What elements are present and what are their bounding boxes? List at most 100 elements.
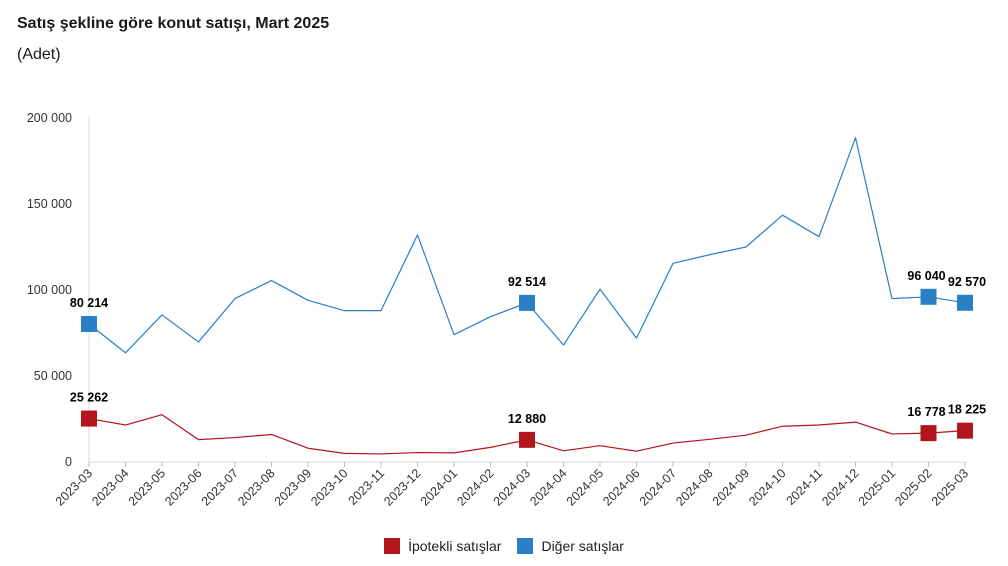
x-tick-label: 2024-04: [527, 466, 569, 508]
legend-label-diger: Diğer satışlar: [541, 538, 624, 554]
x-tick-label: 2024-06: [600, 466, 642, 508]
y-tick-label: 150 000: [27, 197, 72, 211]
y-tick-label: 0: [65, 455, 72, 469]
x-tick-label: 2024-11: [783, 466, 825, 508]
series-0-marker: [957, 422, 973, 439]
series-0-point: [379, 452, 383, 456]
series-0-point: [306, 446, 310, 450]
x-tick-label: 2023-08: [235, 466, 277, 508]
y-tick-label: 200 000: [27, 111, 72, 125]
data-label: 18 225: [948, 403, 986, 417]
x-tick-label: 2023-10: [308, 466, 350, 508]
series-1-point: [562, 343, 566, 347]
series-0-point: [160, 413, 164, 417]
series-1-point: [489, 315, 493, 319]
series-1-point: [197, 340, 201, 344]
x-tick-label: 2024-10: [746, 466, 788, 508]
series-1-point: [635, 336, 639, 340]
series-0-point: [890, 432, 894, 436]
x-tick-label: 2024-07: [637, 466, 679, 508]
legend-swatch-diger: [517, 538, 534, 554]
x-tick-label: 2023-05: [126, 466, 168, 508]
series-1-point: [781, 213, 785, 217]
x-tick-label: 2023-07: [199, 466, 241, 508]
data-label: 96 040: [907, 269, 945, 283]
x-tick-label: 2025-03: [929, 466, 971, 508]
x-tick-label: 2023-06: [162, 466, 204, 508]
series-1-point: [817, 235, 821, 239]
series-1-point: [854, 136, 858, 140]
x-tick-label: 2024-12: [819, 466, 861, 508]
series-0-point: [270, 432, 274, 436]
series-0-point: [854, 420, 858, 424]
series-0-point: [124, 423, 128, 427]
data-label: 92 514: [508, 275, 546, 289]
x-tick-label: 2024-08: [673, 466, 715, 508]
y-tick-label: 100 000: [27, 283, 72, 297]
series-0-point: [635, 449, 639, 453]
y-tick-label: 50 000: [34, 369, 72, 383]
series-1-marker: [519, 294, 535, 311]
data-label: 25 262: [70, 391, 108, 405]
legend: İpotekli satışlar Diğer satışlar: [0, 538, 1008, 554]
x-tick-label: 2023-12: [381, 466, 423, 508]
x-tick-label: 2024-05: [564, 466, 606, 508]
x-tick-label: 2025-01: [856, 466, 898, 508]
series-0-point: [562, 449, 566, 453]
series-0-marker: [81, 410, 97, 427]
series-0-point: [233, 436, 237, 440]
series-1-point: [379, 309, 383, 313]
series-0-point: [671, 441, 675, 445]
series-1-point: [233, 297, 237, 301]
series-0-point: [197, 438, 201, 442]
series-1-marker: [81, 316, 97, 333]
series-1-point: [890, 297, 894, 301]
data-label: 16 778: [907, 405, 945, 419]
x-tick-label: 2023-11: [345, 466, 387, 508]
series-line-1: [88, 137, 966, 354]
series-0-marker: [920, 425, 937, 442]
series-1-point: [343, 309, 347, 313]
x-tick-label: 2023-04: [89, 466, 131, 508]
series-0-point: [598, 444, 602, 448]
data-labels: 25 262 12 880 16 778 18 225 80 214 92 514 96 0…: [70, 269, 986, 426]
x-tick-label: 2023-09: [272, 466, 314, 508]
series-1-marker: [920, 288, 937, 305]
series-markers: [81, 136, 973, 456]
chart-subtitle: (Adet): [17, 46, 61, 63]
x-tick-label: 2025-02: [892, 466, 934, 508]
series-0-point: [708, 437, 712, 441]
series-1-point: [124, 351, 128, 355]
data-label: 12 880: [508, 412, 546, 426]
data-label: 92 570: [948, 275, 986, 289]
series-1-point: [708, 253, 712, 257]
legend-item-ipotekli[interactable]: İpotekli satışlar: [384, 538, 501, 554]
legend-swatch-ipotekli: [384, 538, 401, 554]
series-0-point: [343, 451, 347, 455]
data-label: 80 214: [70, 296, 108, 310]
x-tick-label: 2024-02: [454, 466, 496, 508]
legend-item-diger[interactable]: Diğer satışlar: [517, 538, 624, 554]
series-0-marker: [519, 431, 535, 448]
series-1-point: [270, 279, 274, 283]
series-0-point: [744, 433, 748, 437]
legend-label-ipotekli: İpotekli satışlar: [408, 538, 502, 554]
series-0-point: [452, 451, 456, 455]
series-1-point: [744, 245, 748, 249]
series-1-point: [671, 261, 675, 265]
series-1-point: [160, 313, 164, 317]
series-1-point: [416, 233, 420, 237]
x-tick-label: 2024-01: [418, 466, 460, 508]
x-tick-label: 2023-03: [53, 466, 95, 508]
series-0-point: [817, 423, 821, 427]
series-0-point: [416, 451, 420, 455]
chart-title: Satış şekline göre konut satışı, Mart 20…: [17, 15, 330, 32]
series-0-point: [781, 424, 785, 428]
series-1-marker: [957, 294, 973, 311]
x-tick-label: 2024-03: [491, 466, 533, 508]
series-1-point: [306, 298, 310, 302]
series-0-point: [489, 445, 493, 449]
series-1-point: [452, 333, 456, 337]
